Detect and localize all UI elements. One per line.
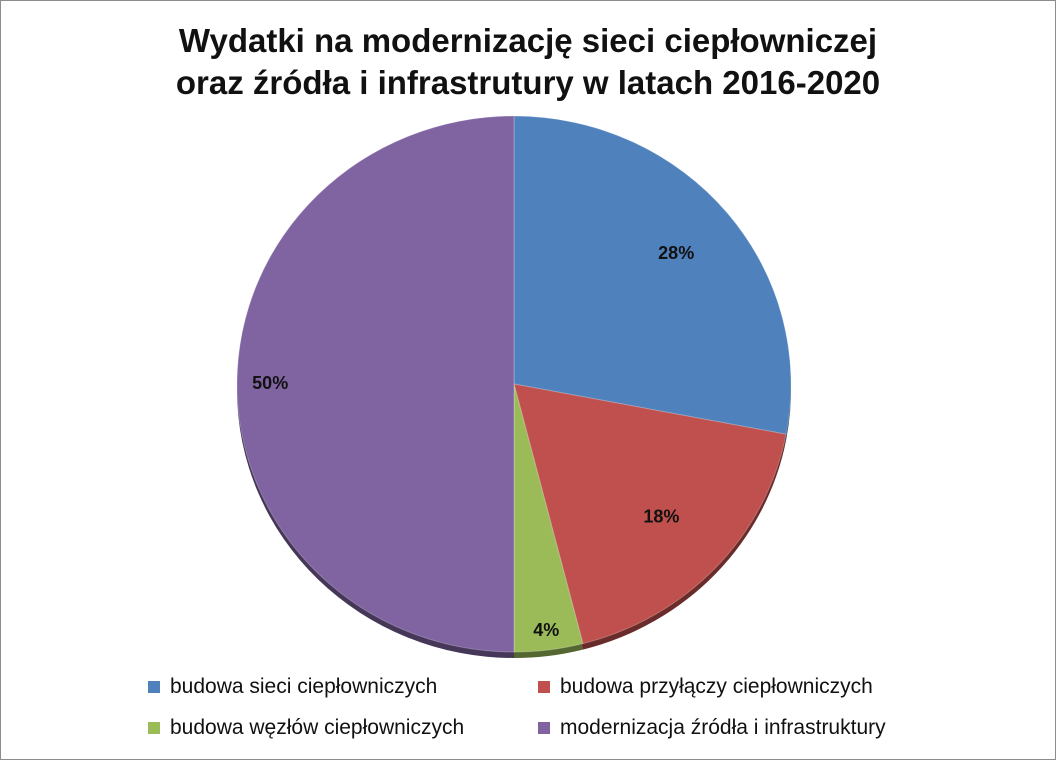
pie-slice-przylacza — [513, 383, 787, 645]
chart-title-line-1: Wydatki na modernizację sieci ciepłownic… — [178, 22, 878, 59]
pie-slice-wezly — [513, 383, 584, 653]
data-label-wezly: 4% — [533, 620, 559, 640]
pie-slice-zrodlo — [236, 115, 515, 653]
chart-title-line-2: oraz źródła i infrastrutury w latach 201… — [175, 64, 881, 101]
data-label-siec: 28% — [658, 243, 694, 263]
data-label-zrodlo: 50% — [252, 373, 288, 393]
pie-slice-siec — [513, 115, 792, 435]
data-label-przylacza: 18% — [643, 507, 679, 527]
chart-title: Wydatki na modernizację sieci ciepłownic… — [0, 20, 1056, 104]
